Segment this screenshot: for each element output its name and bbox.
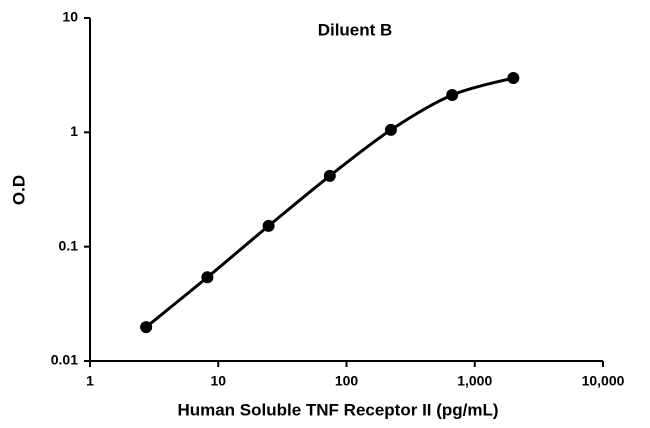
curve <box>145 76 514 329</box>
y-tick-label: 1 <box>70 123 78 139</box>
y-tick-label: 0.01 <box>51 352 78 368</box>
y-tick-label: 10 <box>62 9 78 25</box>
x-tick-label: 100 <box>335 373 359 389</box>
data-point <box>323 169 336 182</box>
y-tick-label: 0.1 <box>59 237 79 253</box>
x-axis-label: Human Soluble TNF Receptor II (pg/mL) <box>177 400 498 419</box>
x-tick-label: 1,000 <box>457 373 492 389</box>
data-point <box>384 123 397 136</box>
x-tick-label: 1 <box>86 373 94 389</box>
chart-title: Diluent B <box>318 20 393 39</box>
data-point <box>507 71 520 84</box>
data-point <box>201 271 214 284</box>
data-point <box>446 89 459 102</box>
data-point <box>262 219 275 232</box>
data-point <box>140 321 153 334</box>
x-tick-label: 10 <box>210 373 226 389</box>
y-axis-label: O.D <box>9 175 28 205</box>
x-tick-label: 10,000 <box>582 373 625 389</box>
